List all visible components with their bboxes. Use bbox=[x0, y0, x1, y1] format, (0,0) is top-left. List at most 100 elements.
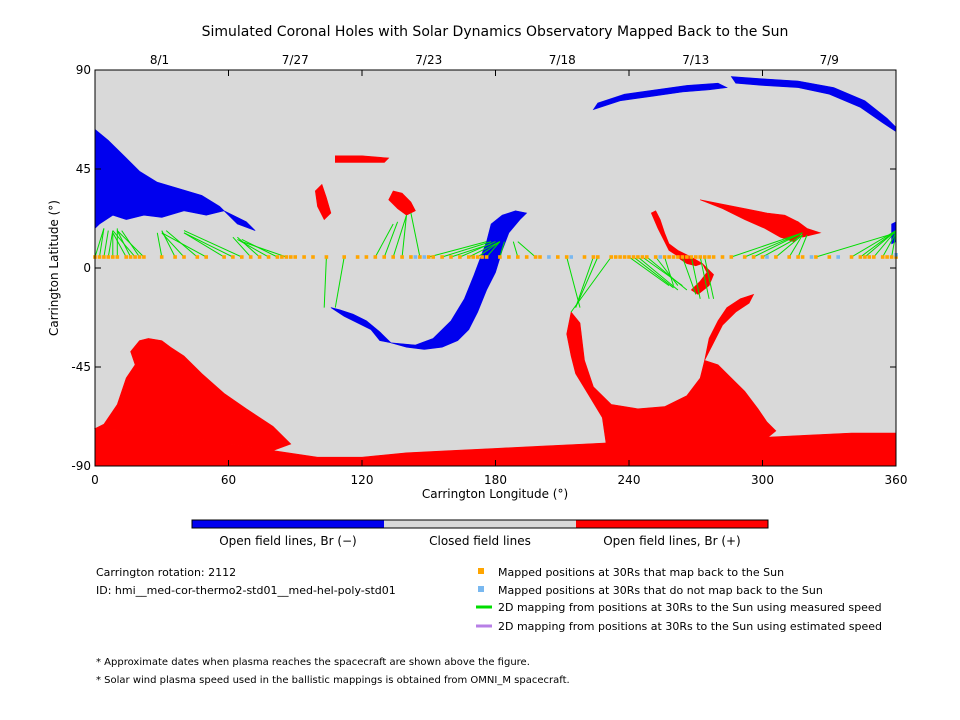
x-tick-label: 180 bbox=[484, 473, 507, 487]
date-tick-label: 7/27 bbox=[282, 53, 309, 67]
mapping-line bbox=[566, 256, 581, 308]
mapped-point bbox=[671, 255, 676, 259]
unmapped-point bbox=[547, 255, 551, 259]
mapped-point bbox=[289, 255, 293, 259]
unmapped-point bbox=[413, 255, 418, 259]
plot-area bbox=[93, 69, 898, 467]
mapped-point bbox=[324, 255, 329, 259]
negative-hole-region bbox=[592, 82, 728, 111]
mapped-point bbox=[564, 255, 569, 259]
mapped-point bbox=[800, 255, 805, 259]
mapping-line bbox=[851, 230, 897, 258]
mapped-point bbox=[293, 255, 297, 259]
mapped-point bbox=[889, 255, 894, 259]
mapped-point bbox=[128, 255, 133, 259]
mapped-point bbox=[702, 255, 707, 259]
mapped-point bbox=[760, 255, 765, 259]
mapped-point bbox=[111, 255, 115, 259]
date-tick-label: 7/23 bbox=[415, 53, 442, 67]
mapping-line bbox=[891, 232, 897, 258]
carrington-rotation: Carrington rotation: 2112 bbox=[96, 566, 236, 579]
chart-title: Simulated Coronal Holes with Solar Dynam… bbox=[202, 24, 789, 40]
mapped-point bbox=[173, 255, 177, 259]
mapped-point bbox=[627, 255, 631, 259]
date-tick-label: 7/9 bbox=[820, 53, 839, 67]
mapped-point bbox=[280, 255, 284, 259]
y-axis-ticks: 90 45 0 -45 -90 bbox=[71, 63, 896, 473]
mapping-line bbox=[374, 223, 394, 258]
unmapped-point bbox=[422, 255, 427, 259]
mapped-point bbox=[538, 255, 542, 259]
positive-hole-region bbox=[93, 338, 292, 451]
mapped-point bbox=[467, 255, 471, 259]
mapping-line bbox=[570, 256, 612, 313]
mapping-line bbox=[517, 241, 536, 258]
mapping-line bbox=[392, 215, 407, 258]
x-tick-label: 60 bbox=[221, 473, 236, 487]
mapping-line bbox=[383, 221, 399, 258]
unmapped-point bbox=[569, 255, 573, 259]
colorbar-label-closed: Closed field lines bbox=[429, 534, 531, 548]
mapped-point bbox=[858, 255, 863, 259]
mapped-point bbox=[137, 255, 142, 259]
mapping-line bbox=[681, 256, 697, 295]
unmapped-point bbox=[809, 255, 814, 259]
mapped-point bbox=[480, 255, 484, 259]
positive-hole-region bbox=[388, 190, 416, 216]
mapped-point bbox=[720, 255, 725, 259]
mapping-line bbox=[428, 241, 487, 258]
mapped-point bbox=[142, 255, 146, 259]
mapped-point bbox=[266, 255, 271, 259]
mapped-point bbox=[102, 255, 106, 259]
mapped-point bbox=[475, 255, 480, 259]
mapping-line bbox=[873, 230, 897, 258]
x-tick-label: 300 bbox=[751, 473, 774, 487]
colorbar-closed bbox=[384, 520, 576, 528]
mapped-point bbox=[680, 255, 685, 259]
positive-hole-region bbox=[314, 183, 332, 221]
x-tick-label: 120 bbox=[351, 473, 374, 487]
mapping-line bbox=[499, 241, 505, 258]
legend-label-estimated: 2D mapping from positions at 30Rs to the… bbox=[498, 620, 882, 633]
mapping-line bbox=[183, 232, 225, 258]
mapped-point bbox=[355, 255, 360, 259]
y-tick-label: 90 bbox=[76, 63, 91, 77]
legend-label-mapped: Mapped positions at 30Rs that map back t… bbox=[498, 566, 784, 579]
mapped-point bbox=[863, 255, 867, 259]
y-tick-label: 0 bbox=[83, 261, 91, 275]
mapped-point bbox=[248, 255, 253, 259]
mapping-line bbox=[161, 232, 207, 258]
mapped-point bbox=[449, 255, 453, 259]
mapped-point bbox=[653, 255, 658, 259]
mapped-point bbox=[774, 255, 778, 259]
mapping-line bbox=[575, 256, 594, 308]
mapping-line bbox=[633, 256, 674, 289]
mapped-point bbox=[507, 255, 511, 259]
negative-hole-region bbox=[94, 128, 256, 231]
mapped-point bbox=[195, 255, 200, 259]
mapped-point bbox=[814, 255, 818, 259]
x-tick-label: 0 bbox=[91, 473, 99, 487]
mapped-point bbox=[676, 255, 680, 259]
mapped-point bbox=[640, 255, 645, 259]
positive-hole-region bbox=[650, 210, 704, 267]
colorbar: Open field lines, Br (−) Closed field li… bbox=[191, 519, 769, 548]
mapping-line bbox=[882, 232, 897, 258]
legend-marker-mapped bbox=[478, 568, 484, 574]
mapped-point bbox=[685, 255, 689, 259]
mapped-point bbox=[382, 255, 386, 259]
positive-hole-region bbox=[334, 155, 390, 163]
mapped-point bbox=[742, 255, 747, 259]
mapped-point bbox=[284, 255, 289, 259]
mapped-point bbox=[302, 255, 306, 259]
positive-hole-region bbox=[797, 221, 822, 238]
mapping-line bbox=[241, 241, 287, 258]
mapping-line bbox=[512, 241, 519, 258]
mapped-point bbox=[458, 255, 462, 259]
mapped-point bbox=[159, 255, 164, 259]
mapping-line bbox=[237, 236, 260, 258]
y-tick-label: -45 bbox=[71, 360, 91, 374]
colorbar-frame bbox=[191, 519, 769, 529]
mapped-point bbox=[133, 255, 137, 259]
unmapped-point bbox=[658, 255, 662, 259]
